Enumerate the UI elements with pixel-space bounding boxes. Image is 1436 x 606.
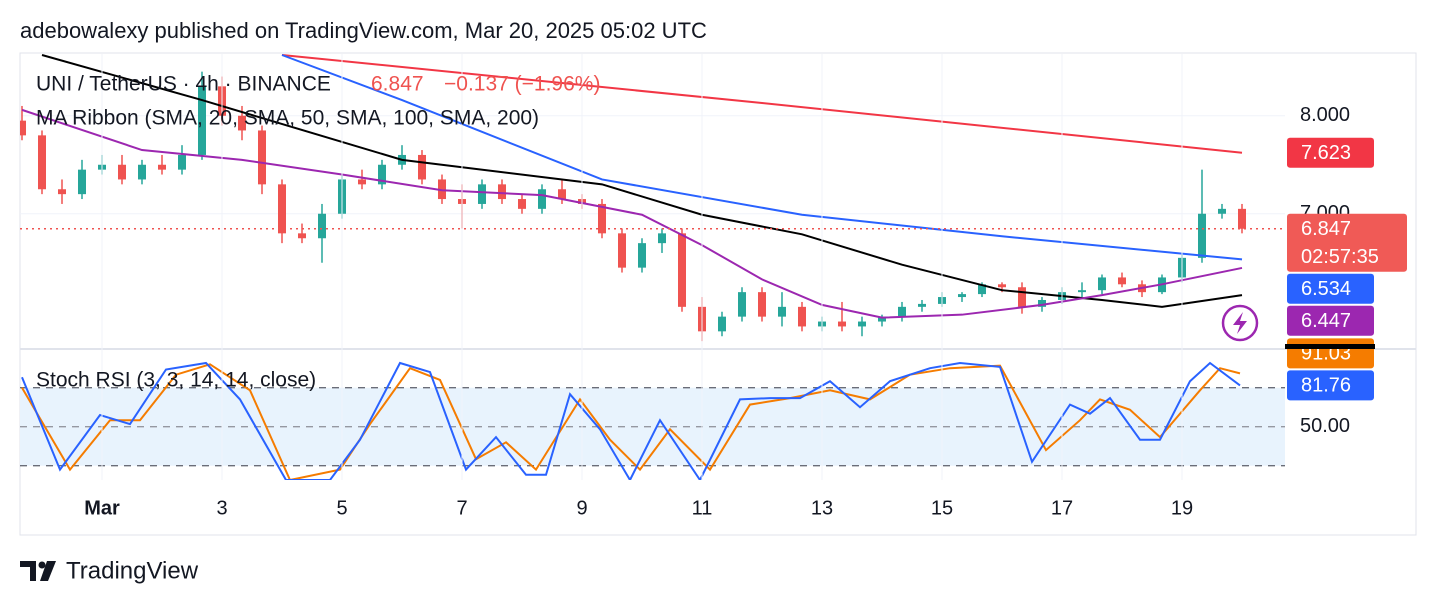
candle-body <box>638 243 646 268</box>
candle-body <box>838 321 846 327</box>
stoch-axis-label-text: 81.76 <box>1301 375 1351 397</box>
change-header: −0.137 (−1.96%) <box>444 73 600 96</box>
x-tick-label: 7 <box>456 497 467 519</box>
candle-body <box>718 316 726 332</box>
candle-body <box>558 189 566 200</box>
x-tick-label: Mar <box>84 497 120 519</box>
price-axis-label <box>1287 137 1374 168</box>
price-axis-label-text: 6.847 <box>1301 218 1351 240</box>
candle-body <box>918 303 926 307</box>
candle-body <box>518 199 526 209</box>
candle-body <box>358 179 366 185</box>
stoch-axis-label <box>1287 370 1374 401</box>
brand-logo <box>20 561 56 581</box>
candle-body <box>1118 277 1126 285</box>
countdown: 02:57:35 <box>1301 246 1379 268</box>
candle-body <box>798 306 806 327</box>
stoch-title: Stoch RSI (3, 3, 14, 14, close) <box>36 369 316 392</box>
x-tick-label: 15 <box>931 497 953 519</box>
stoch-line <box>21 361 1241 480</box>
candle-body <box>178 154 186 170</box>
price-axis-label-text: 6.534 <box>1301 278 1351 300</box>
candle-body <box>1198 213 1206 258</box>
candle-body <box>318 213 326 239</box>
stoch-pane <box>20 361 1285 480</box>
candle-body <box>158 164 166 170</box>
ma-line <box>41 54 1243 308</box>
ma-line <box>281 54 1243 154</box>
candle-body <box>138 164 146 180</box>
indicator-title: MA Ribbon (SMA, 20, SMA, 50, SMA, 100, S… <box>36 107 539 130</box>
price-axis-label <box>1287 305 1374 336</box>
published-line: adebowalexy published on TradingView.com… <box>20 18 707 43</box>
x-tick-label: 5 <box>336 497 347 519</box>
candle-body <box>1038 299 1046 307</box>
candle-body <box>598 203 606 234</box>
candle-body <box>78 169 86 195</box>
candle-body <box>378 164 386 185</box>
brand-name: TradingView <box>66 557 199 584</box>
price-axis-label-text: 6.447 <box>1301 310 1351 332</box>
alert-icon <box>1221 304 1259 342</box>
candle-body <box>198 86 206 155</box>
candle-body <box>238 115 246 131</box>
candle-body <box>118 164 126 180</box>
candle-body <box>898 306 906 317</box>
ma-line <box>21 108 1243 319</box>
candle-body <box>478 184 486 204</box>
candle-body <box>1098 277 1106 291</box>
candle-body <box>418 154 426 180</box>
candle-body <box>878 316 886 322</box>
price-axis-label-text: 7.623 <box>1301 142 1351 164</box>
candle-body <box>998 284 1006 288</box>
candle-body <box>618 233 626 268</box>
y-tick-label: 50.00 <box>1300 415 1350 437</box>
candle-body <box>20 120 26 136</box>
candle-body <box>58 189 66 195</box>
candle-body <box>678 233 686 307</box>
candle-body <box>658 233 666 244</box>
candle-body <box>858 321 866 327</box>
candle-body <box>298 233 306 239</box>
pane-separator-label <box>1285 344 1375 349</box>
candle-body <box>958 294 966 298</box>
candle-body <box>278 184 286 234</box>
x-tick-label: 17 <box>1051 497 1073 519</box>
candle-body <box>498 184 506 200</box>
candle-body <box>38 135 46 190</box>
y-tick-label: 8.000 <box>1300 104 1350 126</box>
x-tick-label: 13 <box>811 497 833 519</box>
candle-body <box>778 306 786 317</box>
candle-body <box>1078 290 1086 293</box>
candle-body <box>1218 208 1226 214</box>
candle-body <box>258 130 266 185</box>
candle-body <box>738 292 746 317</box>
symbol-title: UNI / TetherUS · 4h · BINANCE <box>36 73 331 96</box>
x-tick-label: 9 <box>576 497 587 519</box>
candle-body <box>1018 287 1026 307</box>
x-tick-label: 19 <box>1171 497 1193 519</box>
price-axis-label <box>1287 273 1374 304</box>
price-pane <box>20 54 1285 342</box>
candle-body <box>978 284 986 295</box>
x-tick-label: 11 <box>692 497 713 519</box>
candle-body <box>758 292 766 317</box>
frame <box>19 52 1417 536</box>
candle-body <box>1238 208 1246 229</box>
last-price-header: 6.847 <box>371 73 424 96</box>
price-axis-label <box>1287 213 1407 272</box>
candle-body <box>538 189 546 209</box>
x-tick-label: 3 <box>216 497 227 519</box>
